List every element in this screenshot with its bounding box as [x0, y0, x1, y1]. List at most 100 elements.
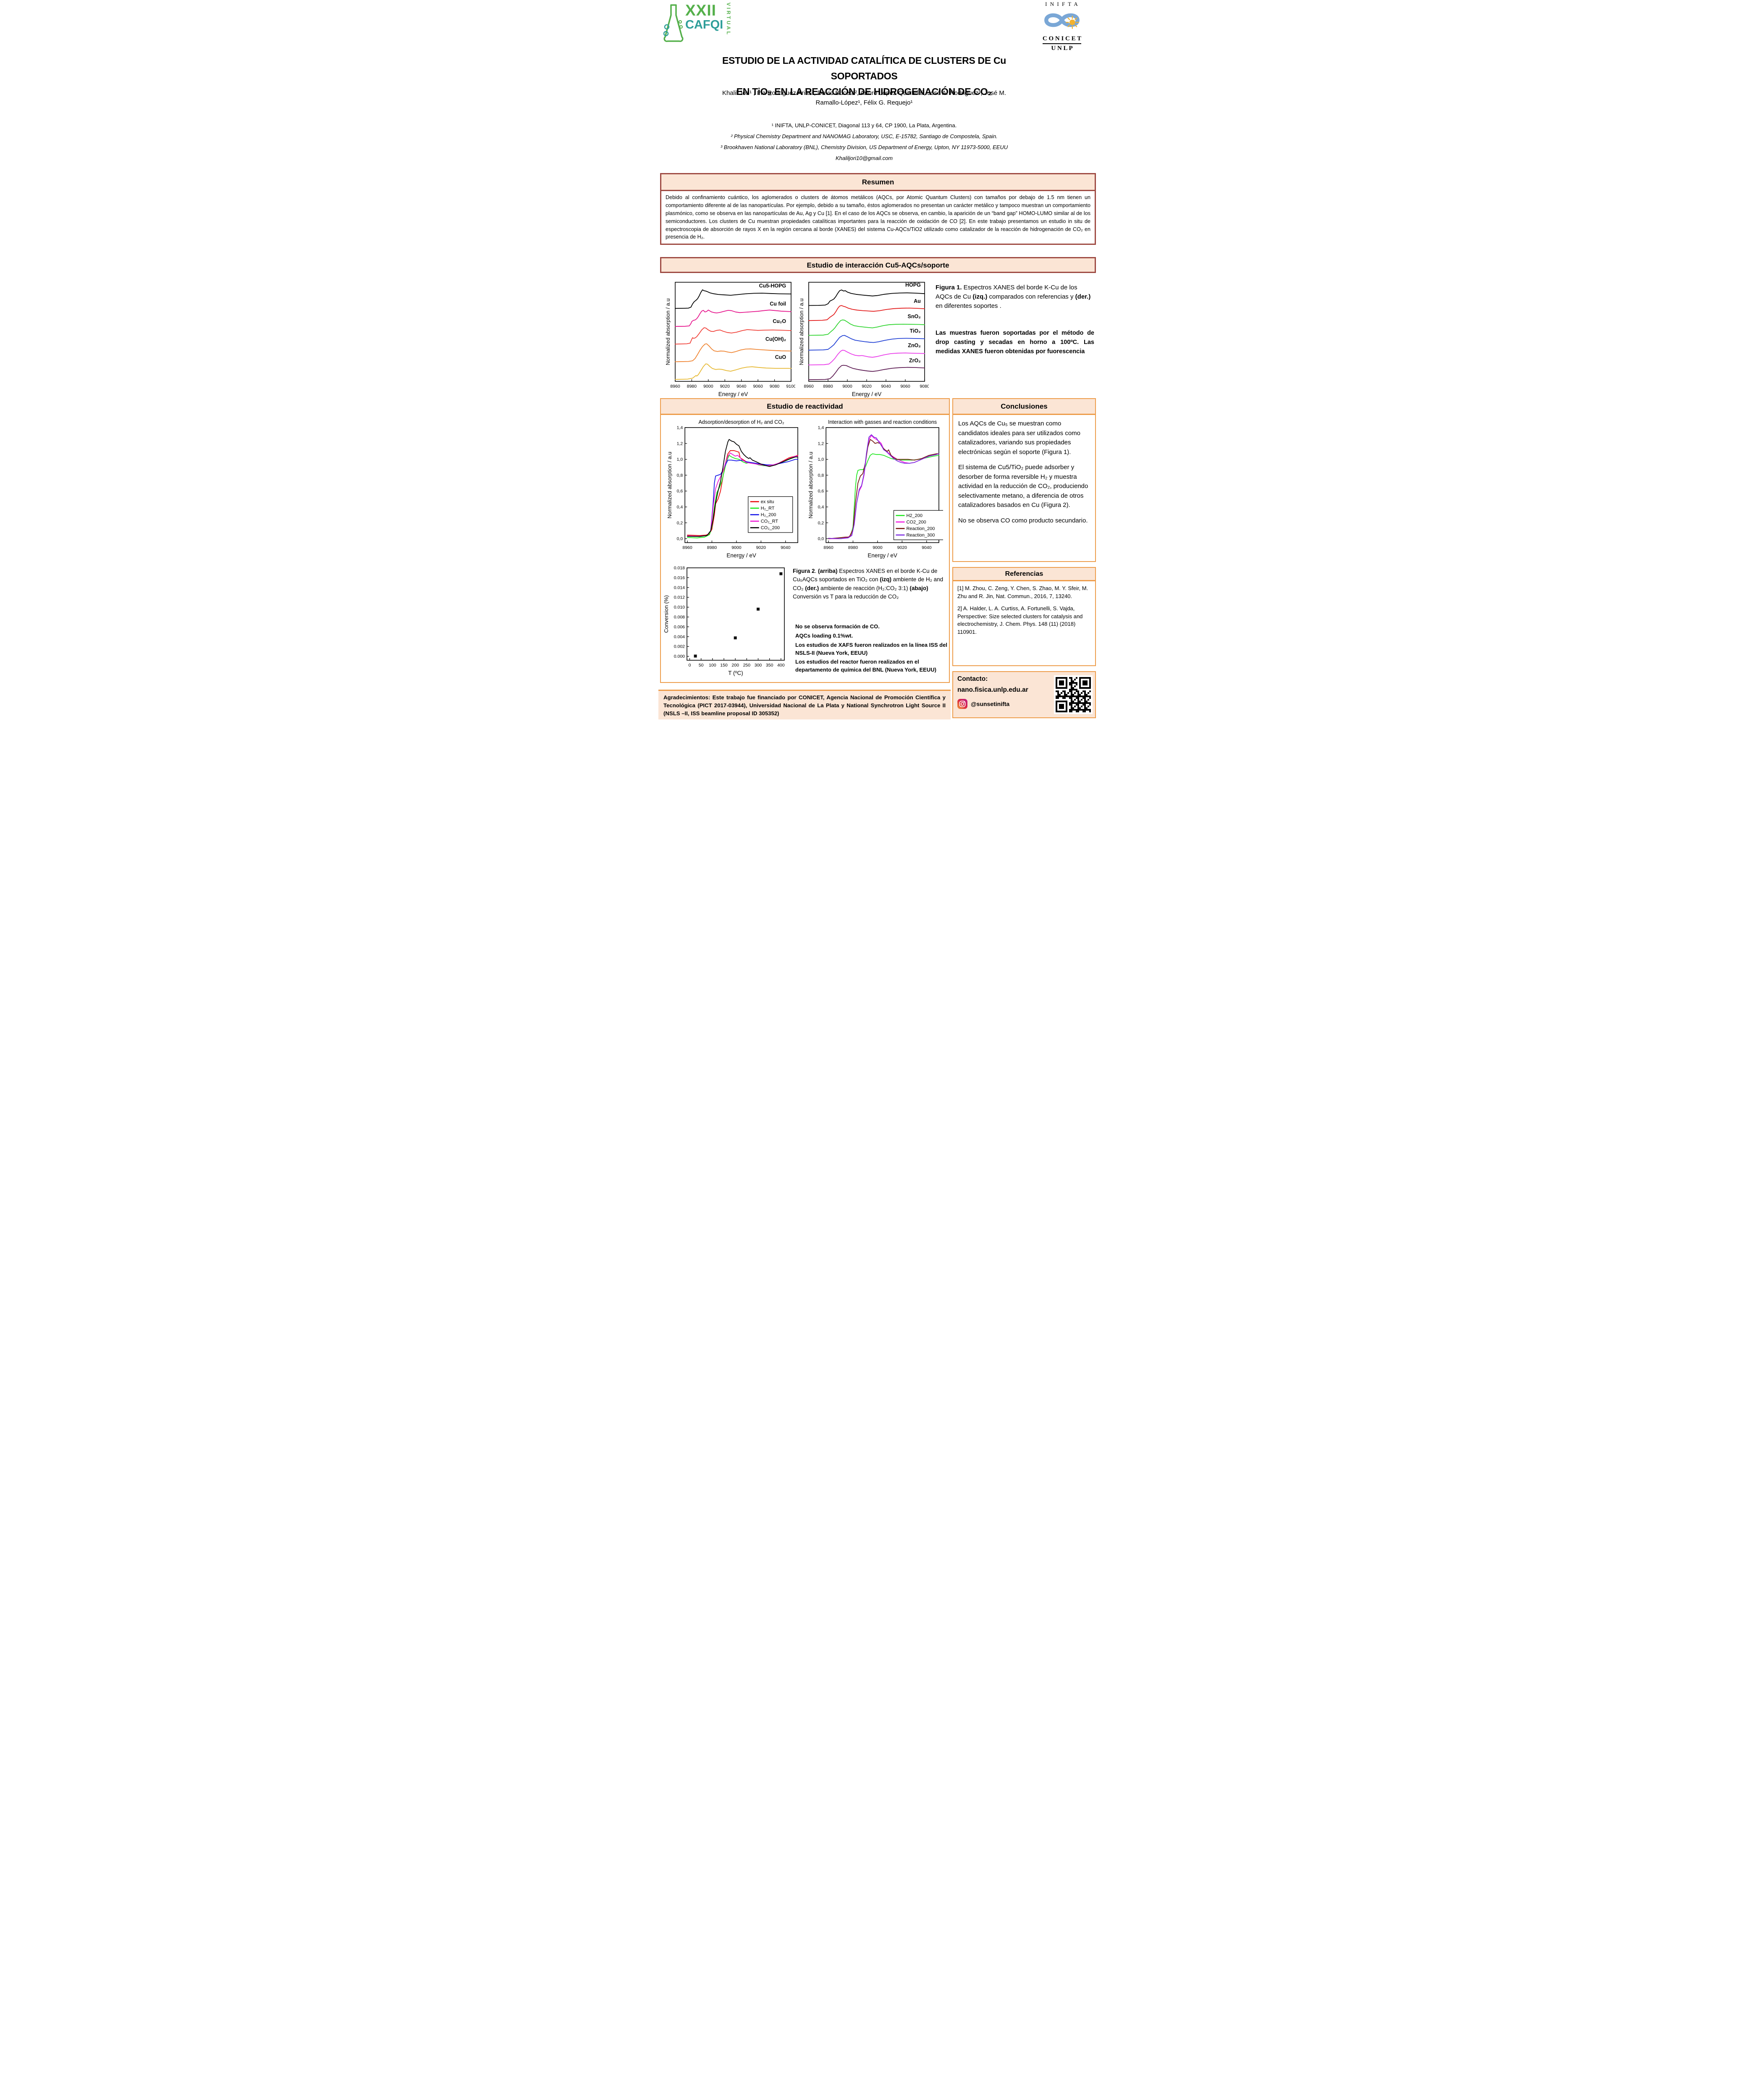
conclusions-heading: Conclusiones	[953, 399, 1095, 415]
svg-text:9000: 9000	[873, 545, 883, 550]
instagram-handle: @sunsetinifta	[971, 701, 1010, 707]
figure1-note: Las muestras fueron soportadas por el mé…	[936, 330, 1094, 355]
svg-text:0.006: 0.006	[674, 625, 685, 630]
references-section: Referencias [1] M. Zhou, C. Zeng, Y. Che…	[952, 567, 1096, 666]
svg-text:100: 100	[709, 663, 716, 668]
svg-text:Energy / eV: Energy / eV	[726, 552, 756, 559]
svg-text:Energy / eV: Energy / eV	[718, 391, 748, 397]
svg-text:0: 0	[689, 663, 691, 668]
svg-text:8980: 8980	[848, 545, 858, 550]
infinity-icon	[1044, 13, 1080, 29]
svg-text:150: 150	[720, 663, 728, 668]
svg-text:8980: 8980	[823, 384, 833, 389]
svg-text:9000: 9000	[842, 384, 852, 389]
svg-text:0.016: 0.016	[674, 575, 685, 580]
svg-text:9000: 9000	[703, 384, 713, 389]
svg-text:Normalized absorption / a.u: Normalized absorption / a.u	[807, 452, 814, 519]
inifta-logo: I N I F T A C O N I C E T U N L P	[1030, 1, 1093, 52]
resumen-section: Resumen Debido al confinamiento cuántico…	[660, 173, 1096, 245]
sun-icon	[1066, 16, 1079, 29]
svg-text:0.002: 0.002	[674, 644, 685, 649]
svg-text:H₂_200: H₂_200	[761, 512, 776, 517]
svg-text:Cu foil: Cu foil	[770, 301, 786, 307]
authors: Khalil Jori¹ , Iria Rodriguez Arias², Da…	[722, 89, 1006, 107]
reactivity-right-chart: Interaction with gasses and reaction con…	[807, 418, 945, 562]
reference-1: [1] M. Zhou, C. Zeng, Y. Chen, S. Zhao, …	[957, 585, 1088, 599]
inifta-logo-title: I N I F T A	[1045, 1, 1079, 7]
svg-text:Energy / eV: Energy / eV	[852, 391, 882, 397]
svg-text:0,2: 0,2	[677, 520, 683, 525]
svg-text:0,2: 0,2	[818, 520, 824, 525]
svg-text:SnO₂: SnO₂	[908, 313, 921, 319]
svg-text:Normalized absorption / a.u: Normalized absorption / a.u	[798, 299, 805, 365]
svg-text:9040: 9040	[922, 545, 932, 550]
poster-title-line1: ESTUDIO DE LA ACTIVIDAD CATALÍTICA DE CL…	[722, 55, 1006, 81]
cafqi-logo: XXII CAFQI VIRTUAL	[663, 3, 731, 45]
reactivity-heading: Estudio de reactividad	[661, 399, 949, 415]
svg-text:350: 350	[766, 663, 773, 668]
svg-text:HOPG: HOPG	[905, 282, 921, 288]
svg-text:9060: 9060	[900, 384, 910, 389]
svg-text:0.008: 0.008	[674, 615, 685, 620]
svg-text:250: 250	[743, 663, 751, 668]
figure1-right-chart: 8960 8980 9000 9020 9040 9060 9080 Energy / eV N…	[798, 278, 930, 401]
poster-title: ESTUDIO DE LA ACTIVIDAD CATALÍTICA DE CL…	[688, 53, 1040, 99]
svg-text:9040: 9040	[736, 384, 747, 389]
svg-text:0,8: 0,8	[677, 473, 683, 478]
svg-text:9060: 9060	[753, 384, 763, 389]
references-body: [1] M. Zhou, C. Zeng, Y. Chen, S. Zhao, …	[953, 581, 1095, 644]
svg-text:300: 300	[755, 663, 762, 668]
svg-text:8960: 8960	[804, 384, 814, 389]
reactivity-notes: No se observa formación de CO. AQCs load…	[795, 623, 947, 675]
svg-text:1,4: 1,4	[818, 425, 824, 430]
svg-text:8960: 8960	[670, 384, 680, 389]
conversion-chart: 0 50 100 150 200 250 300 350 400 0.000 0.002 0.004 0…	[663, 564, 789, 680]
contact-email: Khaliljori10@gmail.com	[835, 155, 893, 161]
qr-code	[1054, 675, 1093, 714]
interaction-section-heading: Estudio de interacción Cu5-AQCs/soporte	[660, 257, 1096, 273]
svg-text:0.004: 0.004	[674, 634, 685, 639]
references-heading: Referencias	[953, 568, 1095, 581]
svg-text:9020: 9020	[862, 384, 872, 389]
instagram-icon	[957, 699, 967, 709]
svg-text:0,4: 0,4	[677, 504, 683, 509]
svg-text:9020: 9020	[720, 384, 730, 389]
conclusions-section: Conclusiones Los AQCs de Cu₅ se muestran…	[952, 398, 1096, 562]
svg-text:TiO₂: TiO₂	[910, 328, 921, 334]
reactivity-note-4: Los estudios del reactor fueron realizad…	[795, 659, 936, 673]
svg-text:Cu5-HOPG: Cu5-HOPG	[759, 283, 786, 289]
svg-text:0.012: 0.012	[674, 595, 685, 600]
contact-section: Contacto: nano.fisica.unlp.edu.ar @sunse…	[952, 671, 1096, 718]
svg-text:50: 50	[699, 663, 704, 668]
svg-text:Reaction_200: Reaction_200	[906, 526, 935, 531]
svg-text:8980: 8980	[707, 545, 717, 550]
svg-text:Reaction_300: Reaction_300	[906, 533, 935, 538]
svg-text:Cu₂O: Cu₂O	[773, 318, 786, 324]
svg-text:CO2_200: CO2_200	[906, 520, 926, 525]
affiliations: ¹ INIFTA, UNLP-CONICET, Diagonal 113 y 6…	[679, 120, 1049, 164]
svg-text:1,2: 1,2	[677, 441, 683, 446]
svg-text:1,0: 1,0	[818, 457, 824, 462]
conclusion-2: El sistema de Cu5/TiO₂ puede adsorber y …	[958, 464, 1088, 509]
svg-text:0,0: 0,0	[818, 536, 824, 541]
conclusion-3: No se observa CO como producto secundari…	[958, 517, 1088, 524]
svg-text:0.018: 0.018	[674, 566, 685, 571]
flask-icon	[663, 4, 684, 42]
reactivity-note-2: AQCs loading 0.1%wt.	[795, 632, 853, 639]
svg-text:8960: 8960	[823, 545, 833, 550]
affiliation-1: ¹ INIFTA, UNLP-CONICET, Diagonal 113 y 6…	[771, 122, 957, 129]
poster-title-line2: EN TiO₂ EN LA REACCIÓN DE HIDROGENACIÓN …	[736, 86, 992, 97]
svg-text:9040: 9040	[881, 384, 891, 389]
inifta-logo-unlp: U N L P	[1051, 45, 1073, 52]
cafqi-logo-virtual: VIRTUAL	[726, 3, 732, 36]
affiliation-3: ³ Brookhaven National Laboratory (BNL), …	[720, 144, 1008, 150]
svg-text:Interaction with gasses and re: Interaction with gasses and reaction con…	[828, 419, 937, 425]
acknowledgements: Agradecimientos: Este trabajo fue financ…	[658, 690, 951, 719]
reactivity-left-chart: Adsorption/desorption of H₂ and CO₂ 8960 8…	[666, 418, 802, 562]
svg-text:ZnO₂: ZnO₂	[908, 343, 921, 349]
svg-text:9080: 9080	[920, 384, 929, 389]
figure1-caption-text: Figura 1. Espectros XANES del borde K-Cu…	[936, 284, 1091, 310]
svg-text:0,6: 0,6	[677, 489, 683, 494]
svg-text:ZrO₂: ZrO₂	[909, 358, 921, 364]
svg-text:Au: Au	[914, 298, 921, 304]
